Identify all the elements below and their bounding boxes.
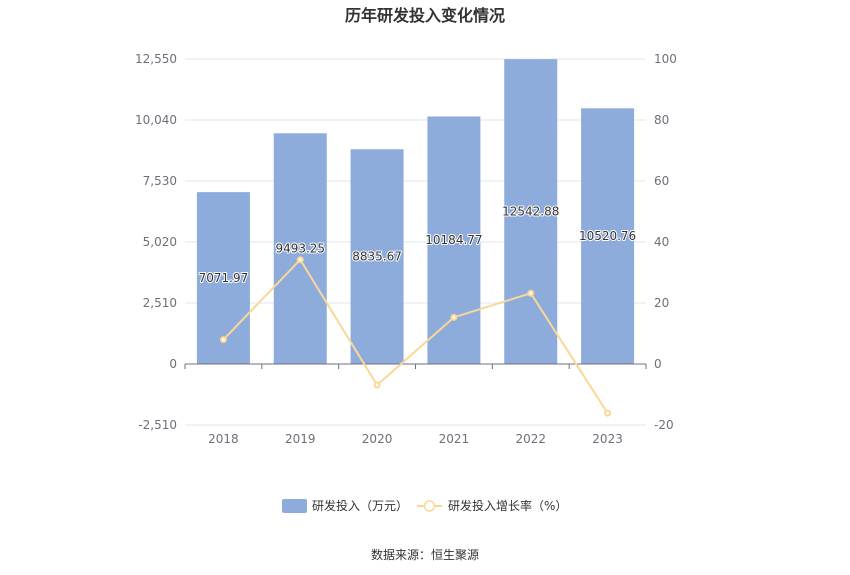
legend-bar-label[interactable]: 研发投入（万元） xyxy=(312,498,408,513)
bar-value-label: 12542.88 xyxy=(502,205,559,219)
growth-rate-point-2021[interactable] xyxy=(450,313,458,321)
left-tick-label: 7,530 xyxy=(143,174,177,188)
growth-rate-point-2023[interactable] xyxy=(604,409,612,417)
growth-rate-point-2018[interactable] xyxy=(219,336,227,344)
bar-2020[interactable] xyxy=(350,149,404,364)
bar-value-label: 10184.77 xyxy=(425,233,482,247)
growth-rate-point-2019[interactable] xyxy=(296,256,304,264)
x-tick-label: 2020 xyxy=(362,432,393,446)
bar-2022[interactable] xyxy=(504,59,558,364)
right-tick-label: 40 xyxy=(654,235,669,249)
x-axis-ticks: 2018 2019 2020 2021 2022 2023 xyxy=(184,364,647,446)
legend-line-label[interactable]: 研发投入增长率（%） xyxy=(448,498,567,513)
bar-2023[interactable] xyxy=(581,108,635,364)
bar-value-label: 9493.25 xyxy=(275,242,325,256)
left-tick-label: 12,550 xyxy=(135,52,177,66)
bar-2021[interactable] xyxy=(427,116,481,364)
line-series xyxy=(219,256,612,417)
right-tick-label: 80 xyxy=(654,113,669,127)
x-tick-label: 2019 xyxy=(285,432,316,446)
legend-bar-swatch[interactable] xyxy=(282,499,307,513)
left-tick-label: 10,040 xyxy=(135,113,177,127)
x-tick-label: 2022 xyxy=(515,432,546,446)
right-axis-ticks: 100 80 60 40 20 0 -20 xyxy=(654,52,677,432)
bar-2018[interactable] xyxy=(196,192,250,364)
right-tick-label: 0 xyxy=(654,357,662,371)
right-tick-label: 60 xyxy=(654,174,669,188)
bar-2019[interactable] xyxy=(273,133,327,364)
right-tick-label: 100 xyxy=(654,52,677,66)
data-source: 数据来源：恒生聚源 xyxy=(370,548,479,562)
growth-rate-point-2022[interactable] xyxy=(527,289,535,297)
left-tick-label: 5,020 xyxy=(143,235,177,249)
growth-rate-line xyxy=(222,258,609,414)
legend-line-marker[interactable] xyxy=(423,500,436,512)
x-tick-label: 2023 xyxy=(592,432,623,446)
bar-value-label: 7071.97 xyxy=(199,271,249,285)
x-tick-label: 2021 xyxy=(439,432,470,446)
x-tick-label: 2018 xyxy=(208,432,239,446)
legend: 研发投入（万元） 研发投入增长率（%） xyxy=(282,498,567,513)
bar-value-label: 10520.76 xyxy=(579,229,636,243)
growth-rate-point-2020[interactable] xyxy=(373,381,381,389)
bar-value-label: 8835.67 xyxy=(352,250,402,264)
bar-series xyxy=(196,59,635,364)
chart-title: 历年研发投入变化情况 xyxy=(344,6,505,25)
left-tick-label: -2,510 xyxy=(138,418,177,432)
left-axis-ticks: 12,550 10,040 7,530 5,020 2,510 0 -2,510 xyxy=(135,52,177,432)
gridlines xyxy=(185,58,646,426)
right-tick-label: 20 xyxy=(654,296,669,310)
right-tick-label: -20 xyxy=(654,418,674,432)
left-tick-label: 0 xyxy=(169,357,177,371)
bar-data-labels: 7071.97 9493.25 8835.67 10184.77 12542.88 105… xyxy=(198,204,638,286)
left-tick-label: 2,510 xyxy=(143,296,177,310)
